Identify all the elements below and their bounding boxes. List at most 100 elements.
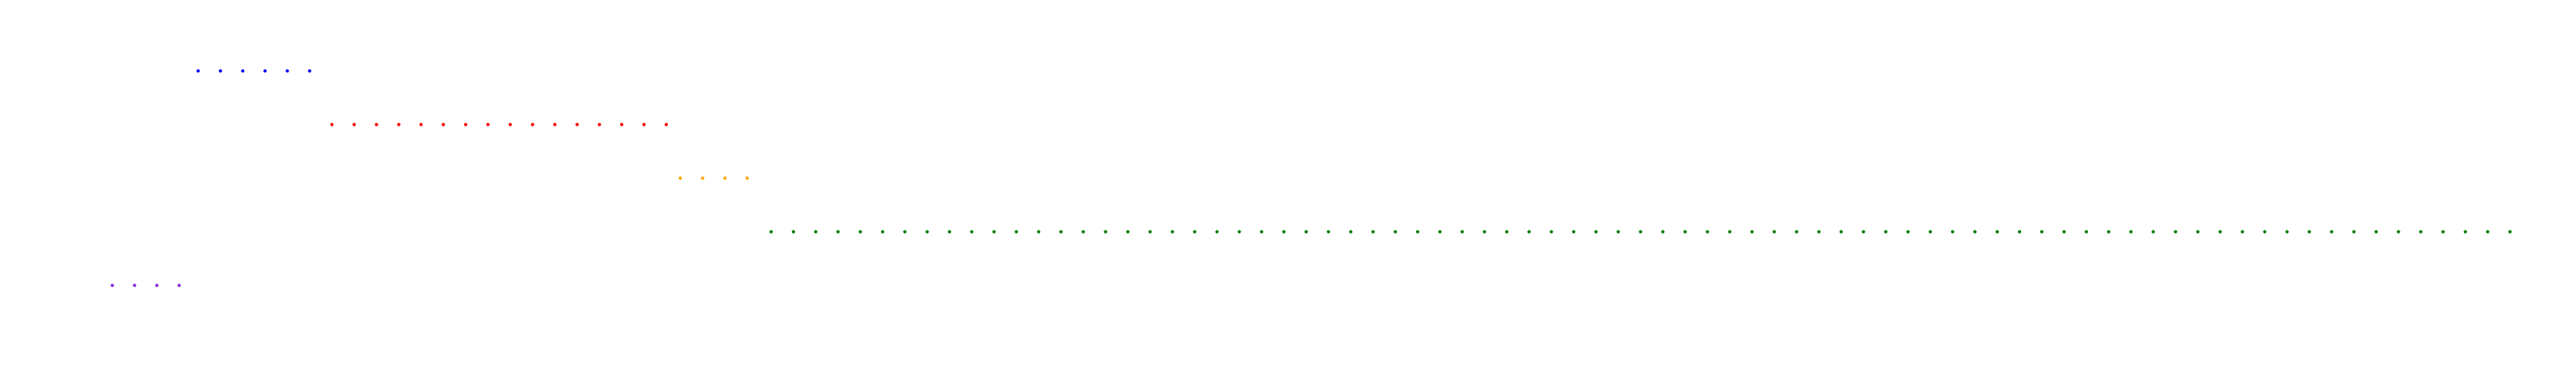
data-point [678, 176, 682, 180]
data-point [1572, 230, 1576, 234]
data-point [441, 122, 445, 126]
data-point [1081, 230, 1085, 234]
data-point [1928, 230, 1933, 234]
series-3 [678, 176, 749, 180]
data-point [2396, 230, 2400, 234]
data-point [2174, 230, 2178, 234]
data-point [1594, 230, 1598, 234]
data-point [397, 122, 401, 126]
data-point [1104, 230, 1108, 234]
data-point [1505, 230, 1509, 234]
data-point [1483, 230, 1487, 234]
data-point [1282, 230, 1286, 234]
data-point [642, 122, 646, 126]
data-point [1437, 230, 1442, 234]
data-point [1950, 230, 1955, 234]
data-point [1037, 230, 1041, 234]
data-point [263, 69, 267, 73]
data-point [2129, 230, 2133, 234]
series-layer [111, 69, 2512, 288]
data-point [530, 122, 534, 126]
series-1 [196, 69, 312, 73]
data-point [723, 176, 727, 180]
data-point [664, 122, 669, 126]
data-point [575, 122, 579, 126]
series-4 [769, 230, 2512, 234]
data-point [2085, 230, 2089, 234]
data-point [700, 176, 704, 180]
data-point [1348, 230, 1353, 234]
data-point [970, 230, 974, 234]
data-point [2419, 230, 2423, 234]
data-point [2463, 230, 2467, 234]
data-point [1728, 230, 1732, 234]
data-point [903, 230, 907, 234]
data-point [419, 122, 423, 126]
data-point [352, 122, 356, 126]
data-point [1393, 230, 1398, 234]
data-point [241, 69, 245, 73]
data-point [374, 122, 378, 126]
data-point [619, 122, 624, 126]
data-point [769, 230, 774, 234]
data-point [992, 230, 996, 234]
data-point [1705, 230, 1709, 234]
data-point [464, 122, 467, 126]
data-point [1550, 230, 1554, 234]
data-point [813, 230, 818, 234]
data-point [2441, 230, 2445, 234]
data-point [1616, 230, 1620, 234]
data-point [1059, 230, 1063, 234]
data-point [1995, 230, 2000, 234]
data-point [155, 284, 159, 288]
data-point [2196, 230, 2200, 234]
data-point [196, 69, 200, 73]
data-point [2374, 230, 2378, 234]
data-point [2240, 230, 2244, 234]
data-point [1415, 230, 1420, 234]
series-2 [330, 122, 669, 126]
data-point [2263, 230, 2267, 234]
data-point [1639, 230, 1643, 234]
data-point [2508, 230, 2512, 234]
data-point [1215, 230, 1219, 234]
data-point [1884, 230, 1887, 234]
data-point [1750, 230, 1754, 234]
data-point [925, 230, 929, 234]
data-point [1861, 230, 1865, 234]
data-point [285, 69, 289, 73]
data-point [1794, 230, 1798, 234]
data-point [133, 284, 137, 288]
data-point [745, 176, 749, 180]
data-point [1237, 230, 1241, 234]
data-point [486, 122, 490, 126]
data-point [2330, 230, 2334, 234]
data-point [1259, 230, 1263, 234]
data-point [2218, 230, 2222, 234]
data-point [791, 230, 796, 234]
data-point [1014, 230, 1018, 234]
data-point [219, 69, 223, 73]
data-point [2285, 230, 2289, 234]
data-point [1527, 230, 1531, 234]
data-point [1126, 230, 1130, 234]
data-point [2107, 230, 2111, 234]
data-point [1973, 230, 1977, 234]
data-point [1304, 230, 1308, 234]
data-point [2485, 230, 2489, 234]
data-point [1906, 230, 1910, 234]
data-point [1170, 230, 1174, 234]
data-point [881, 230, 885, 234]
data-point [948, 230, 952, 234]
data-point [836, 230, 840, 234]
data-point [1461, 230, 1465, 234]
data-point [1839, 230, 1843, 234]
data-point [1193, 230, 1197, 234]
data-point [1371, 230, 1375, 234]
data-point [2352, 230, 2356, 234]
data-point [1326, 230, 1330, 234]
data-point [2017, 230, 2022, 234]
data-point [2151, 230, 2155, 234]
